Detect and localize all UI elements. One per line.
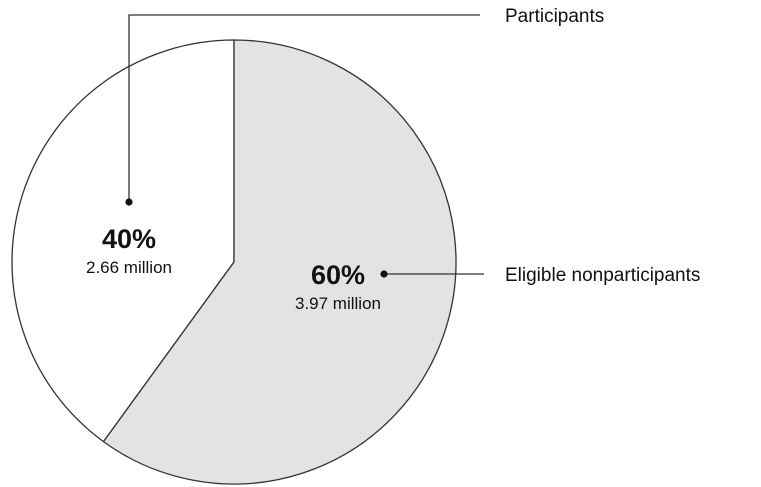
leader-line-participants [128,14,480,202]
participants-percent-label: 40% [102,224,156,254]
slice-participants [11,39,235,443]
legend-label-participants: Participants [505,6,604,27]
slice-eligible-nonparticipants [102,39,457,485]
legend-label-eligible-nonparticipants: Eligible nonparticipants [505,265,700,286]
participants-value-label: 2.66 million [86,258,172,277]
eligible-nonparticipants-value-label: 3.97 million [295,294,381,313]
leader-dot-eligible-nonparticipants [380,270,388,278]
leader-dot-participants [125,198,133,206]
eligible-nonparticipants-percent-label: 60% [311,260,365,290]
